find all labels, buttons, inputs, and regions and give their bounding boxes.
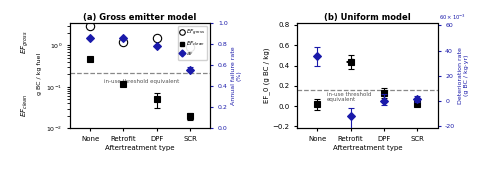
Text: $EF_{gross}$: $EF_{gross}$: [20, 30, 31, 54]
Text: $EF_{clean}$: $EF_{clean}$: [20, 94, 30, 117]
Text: g BC / kg fuel: g BC / kg fuel: [36, 52, 42, 95]
Title: (b) Uniform model: (b) Uniform model: [324, 13, 410, 22]
X-axis label: Aftertreatment type: Aftertreatment type: [332, 145, 402, 151]
X-axis label: Aftertreatment type: Aftertreatment type: [106, 145, 175, 151]
Text: in-use threshold
equivalent: in-use threshold equivalent: [326, 92, 371, 102]
Text: $60\times10^{-3}$: $60\times10^{-3}$: [439, 12, 466, 22]
Text: in-use threshold equivalent: in-use threshold equivalent: [104, 79, 180, 84]
Legend: $EF_{gross}$, $EF_{clean}$, $a_F$: $EF_{gross}$, $EF_{clean}$, $a_F$: [178, 26, 208, 60]
Title: (a) Gross emitter model: (a) Gross emitter model: [84, 13, 197, 22]
Y-axis label: Annual failure rate
(%): Annual failure rate (%): [230, 46, 241, 105]
Y-axis label: EF_0 (g BC / kg): EF_0 (g BC / kg): [263, 48, 270, 103]
Y-axis label: Deterioration rate
(g BC / kg·yr): Deterioration rate (g BC / kg·yr): [458, 47, 469, 104]
